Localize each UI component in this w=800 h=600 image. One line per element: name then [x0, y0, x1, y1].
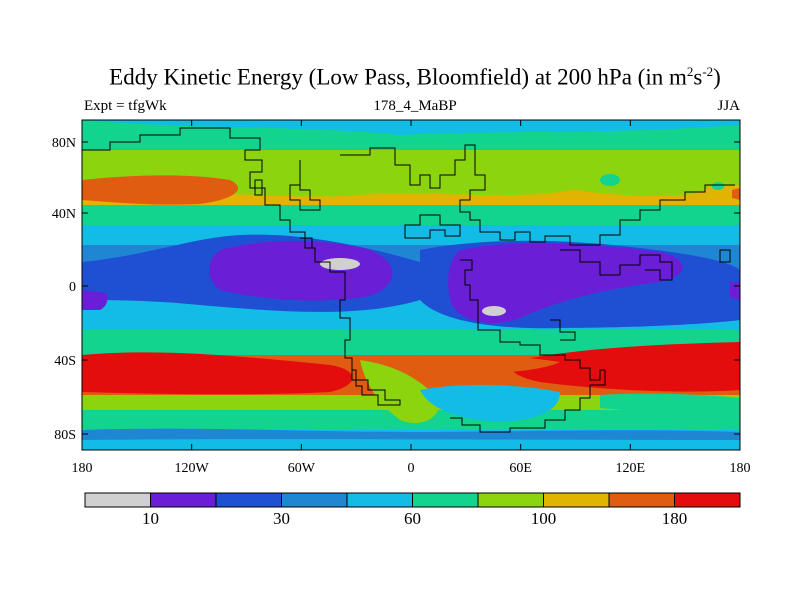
plot-title: Eddy Kinetic Energy (Low Pass, Bloomfiel…	[109, 64, 721, 90]
lat-tick-label: 80N	[52, 136, 76, 151]
lat-tick-label: 40S	[54, 354, 76, 369]
colorbar-swatch	[84, 492, 151, 508]
colorbar-label: 10	[142, 509, 159, 528]
colorbar-label: 180	[661, 509, 688, 528]
lat-tick-label: 0	[69, 280, 76, 295]
lon-tick-label: 120E	[616, 461, 646, 476]
lon-tick-label: 60W	[288, 461, 316, 476]
colorbar-label: 30	[273, 509, 290, 528]
lat-tick-label: 80S	[54, 428, 76, 443]
colorbar-swatch	[150, 492, 217, 508]
colorbar-swatch	[281, 492, 348, 508]
lon-tick-label: 180	[730, 461, 751, 476]
contour-fill	[82, 120, 740, 450]
colorbar-swatch	[215, 492, 282, 508]
colorbar-label: 60	[404, 509, 421, 528]
colorbar-swatch	[608, 492, 675, 508]
longitude-axis: 180 120W 60W 0 60E 120E 180	[72, 120, 751, 476]
colorbar-swatch	[412, 492, 479, 508]
colorbar-swatch	[674, 492, 741, 508]
lon-tick-label: 0	[408, 461, 415, 476]
colorbar-swatch	[543, 492, 610, 508]
colorbar-swatch	[346, 492, 413, 508]
lon-tick-label: 180	[72, 461, 93, 476]
lon-tick-label: 60E	[509, 461, 532, 476]
run-label: 178_4_MaBP	[373, 98, 457, 114]
coastline	[82, 127, 735, 433]
colorbar-label: 100	[530, 509, 557, 528]
experiment-label: Expt = tfgWk	[84, 98, 167, 114]
lon-tick-label: 120W	[175, 461, 210, 476]
latitude-axis: 80N 40N 0 40S 80S	[52, 136, 740, 443]
season-label: JJA	[717, 98, 740, 114]
lat-tick-label: 40N	[52, 207, 76, 222]
colorbar	[84, 492, 741, 508]
colorbar-swatch	[477, 492, 544, 508]
